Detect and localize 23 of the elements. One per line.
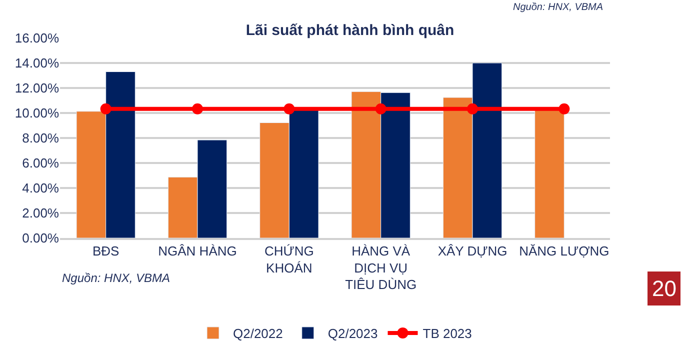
y-tick-label: 4.00% <box>22 180 60 196</box>
x-tick-label: NGÂN HÀNG <box>158 243 237 258</box>
x-tick-label: CHỨNG KHOÁN <box>264 243 314 276</box>
x-tick-label: HÀNG VÀ DỊCH VỤ TIÊU DÙNG <box>345 243 417 292</box>
y-tick-label: 8.00% <box>22 130 60 146</box>
y-tick-label: 0.00% <box>22 230 60 246</box>
bar <box>534 109 564 238</box>
x-tick-label: BĐS <box>92 243 120 258</box>
legend-label: Q2/2022 <box>233 326 283 342</box>
y-tick-label: 12.00% <box>14 80 60 96</box>
y-tick-label: 16.00% <box>14 30 60 46</box>
x-tick-label: NĂNG LƯỢNG <box>519 243 610 258</box>
text: Nguồn: HNX, VBMA <box>62 271 170 285</box>
chart-title: Lãi suất phát hành bình quân <box>246 22 454 39</box>
legend-label: TB 2023 <box>422 326 472 342</box>
legend-label: Q2/2023 <box>328 326 378 342</box>
text: Nguồn: HNX, VBMA <box>513 2 604 13</box>
y-tick-label: 2.00% <box>22 206 60 221</box>
y-tick-label: 6.00% <box>22 156 60 171</box>
y-tick-label: 14.00% <box>14 56 60 71</box>
x-tick-label: XÂY DỰNG <box>438 243 508 258</box>
text: 20 <box>652 276 676 301</box>
y-tick-label: 10.00% <box>14 106 60 121</box>
